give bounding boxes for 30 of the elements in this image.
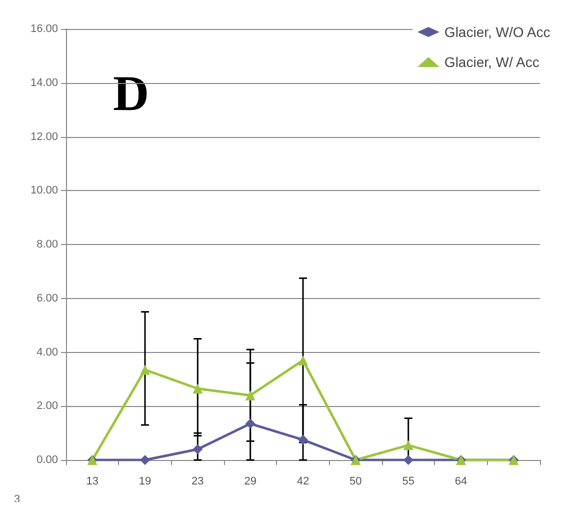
legend-label: Glacier, W/O Acc — [444, 24, 550, 40]
x-tick-label: 55 — [402, 476, 414, 488]
x-tick-label: 42 — [296, 476, 310, 488]
point — [245, 418, 256, 429]
point — [245, 390, 256, 400]
point — [298, 355, 308, 366]
legend-label: Glacier, W/ Acc — [444, 54, 540, 70]
y-tick-label: 16.00 — [30, 23, 58, 35]
x-tick-label: 64 — [454, 476, 468, 488]
point — [298, 434, 308, 445]
y-tick-label: 6.00 — [36, 292, 58, 304]
y-tick-label: 0.00 — [36, 454, 58, 466]
y-tick-label: 14.00 — [30, 76, 58, 89]
point — [192, 384, 203, 394]
point — [192, 444, 203, 454]
y-tick-label: 10.00 — [30, 184, 58, 197]
y-tick-label: 8.00 — [36, 238, 58, 250]
x-tick-label: 19 — [138, 476, 152, 488]
x-tick-label: 13 — [86, 476, 98, 488]
point — [140, 364, 150, 375]
x-tick-label: 29 — [244, 476, 256, 488]
y-tick-label: 12.00 — [30, 130, 58, 143]
x-tick-label: 23 — [192, 476, 204, 488]
annotation: D — [113, 65, 150, 121]
point — [403, 455, 414, 465]
point — [140, 455, 150, 465]
point — [403, 440, 414, 450]
y-tick-label: 2.00 — [36, 400, 58, 412]
y-tick-label: 4.00 — [36, 346, 58, 358]
x-tick-label: 50 — [350, 476, 362, 488]
